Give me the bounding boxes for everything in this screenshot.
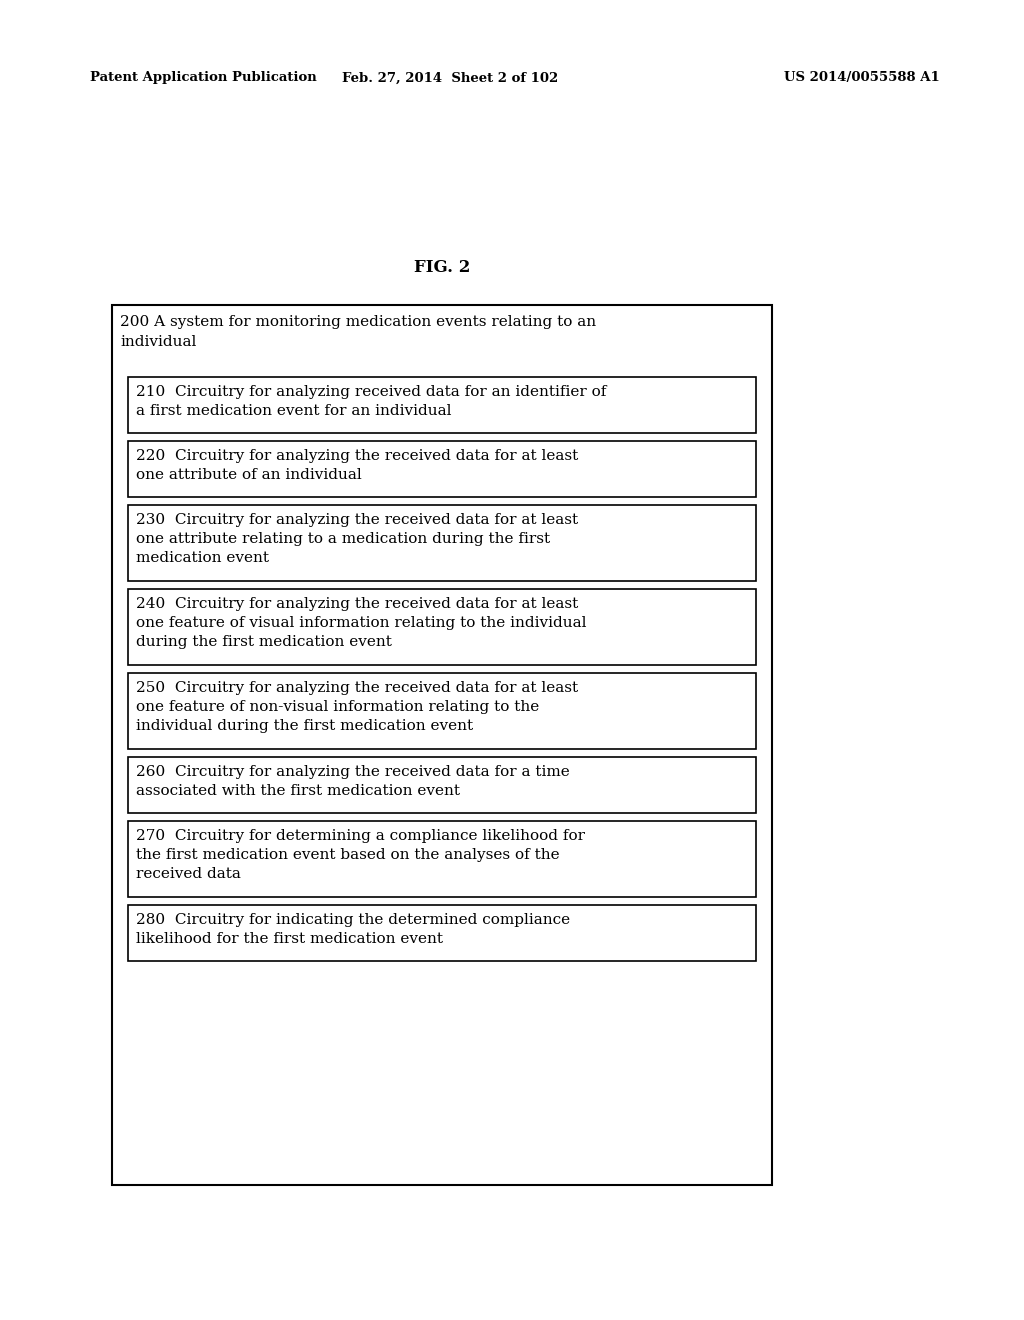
Text: 220  Circuitry for analyzing the received data for at least
one attribute of an : 220 Circuitry for analyzing the received…	[136, 449, 579, 482]
Text: 260  Circuitry for analyzing the received data for a time
associated with the fi: 260 Circuitry for analyzing the received…	[136, 766, 569, 799]
Text: FIG. 2: FIG. 2	[414, 260, 470, 276]
Text: 240  Circuitry for analyzing the received data for at least
one feature of visua: 240 Circuitry for analyzing the received…	[136, 597, 587, 649]
Bar	[112, 305, 772, 1185]
Text: 270  Circuitry for determining a compliance likelihood for
the first medication : 270 Circuitry for determining a complian…	[136, 829, 585, 880]
Bar	[128, 589, 756, 665]
Bar	[128, 673, 756, 748]
Bar	[128, 821, 756, 898]
Text: 250  Circuitry for analyzing the received data for at least
one feature of non-v: 250 Circuitry for analyzing the received…	[136, 681, 579, 733]
Bar	[128, 506, 756, 581]
Text: 210  Circuitry for analyzing received data for an identifier of
a first medicati: 210 Circuitry for analyzing received dat…	[136, 385, 606, 418]
Text: US 2014/0055588 A1: US 2014/0055588 A1	[784, 71, 940, 84]
Bar	[128, 378, 756, 433]
Text: 280  Circuitry for indicating the determined compliance
likelihood for the first: 280 Circuitry for indicating the determi…	[136, 913, 570, 946]
Text: 200 A system for monitoring medication events relating to an
individual: 200 A system for monitoring medication e…	[120, 315, 596, 348]
Bar	[128, 756, 756, 813]
Bar	[128, 441, 756, 498]
Text: 230  Circuitry for analyzing the received data for at least
one attribute relati: 230 Circuitry for analyzing the received…	[136, 513, 579, 565]
Text: Feb. 27, 2014  Sheet 2 of 102: Feb. 27, 2014 Sheet 2 of 102	[342, 71, 558, 84]
Bar	[128, 906, 756, 961]
Text: Patent Application Publication: Patent Application Publication	[90, 71, 316, 84]
